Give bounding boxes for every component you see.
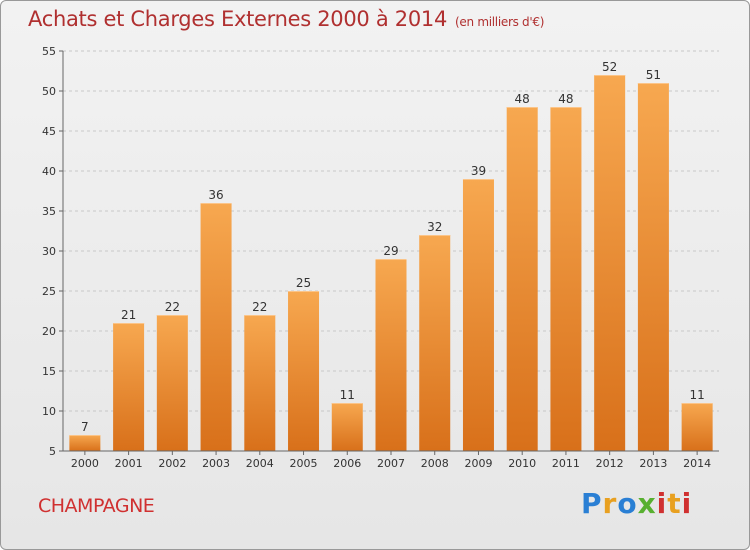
data-label: 21 — [121, 308, 136, 322]
bar-2004 — [244, 315, 276, 451]
x-tick-label: 2008 — [421, 457, 449, 470]
data-label: 22 — [252, 300, 267, 314]
y-tick-label: 5 — [49, 445, 56, 458]
bar-2014 — [681, 403, 713, 451]
x-tick-label: 2010 — [508, 457, 536, 470]
x-tick-label: 2000 — [71, 457, 99, 470]
data-label: 22 — [165, 300, 180, 314]
bar-2012 — [594, 75, 626, 451]
x-tick-label: 2001 — [115, 457, 143, 470]
y-tick-label: 55 — [42, 45, 56, 58]
bar-2011 — [550, 107, 582, 451]
x-tick-label: 2009 — [464, 457, 492, 470]
chart-title: Achats et Charges Externes 2000 à 2014 (e… — [28, 7, 544, 31]
x-tick-label: 2002 — [158, 457, 186, 470]
x-tick-label: 2007 — [377, 457, 405, 470]
proxiti-logo[interactable]: Proxiti — [581, 487, 693, 520]
data-label: 39 — [471, 164, 486, 178]
commune-name: CHAMPAGNE — [38, 495, 155, 517]
data-label: 48 — [515, 92, 530, 106]
x-tick-label: 2014 — [683, 457, 711, 470]
chart-unit: (en milliers d'€) — [455, 15, 545, 29]
bar-2000 — [69, 435, 101, 451]
data-label: 36 — [208, 188, 223, 202]
y-tick-label: 10 — [42, 405, 56, 418]
data-label: 25 — [296, 276, 311, 290]
bar-2001 — [113, 323, 145, 451]
bar-2005 — [288, 291, 320, 451]
data-label: 52 — [602, 60, 617, 74]
data-label: 32 — [427, 220, 442, 234]
x-tick-label: 2012 — [596, 457, 624, 470]
bar-2006 — [331, 403, 363, 451]
data-label: 7 — [81, 420, 89, 434]
data-label: 11 — [340, 388, 355, 402]
bar-2008 — [419, 235, 451, 451]
title-text: Achats et Charges Externes 2000 à 2014 — [28, 7, 448, 31]
y-tick-label: 20 — [42, 325, 56, 338]
bar-2013 — [637, 83, 669, 451]
y-tick-label: 35 — [42, 205, 56, 218]
bar-2007 — [375, 259, 407, 451]
x-tick-label: 2005 — [290, 457, 318, 470]
data-label: 29 — [383, 244, 398, 258]
x-tick-label: 2006 — [333, 457, 361, 470]
x-tick-label: 2011 — [552, 457, 580, 470]
bar-2009 — [462, 179, 494, 451]
y-tick-label: 15 — [42, 365, 56, 378]
bar-2010 — [506, 107, 538, 451]
y-tick-label: 50 — [42, 85, 56, 98]
x-tick-label: 2013 — [639, 457, 667, 470]
y-tick-label: 30 — [42, 245, 56, 258]
data-label: 51 — [646, 68, 661, 82]
bar-2003 — [200, 203, 232, 451]
data-label: 48 — [558, 92, 573, 106]
y-tick-label: 45 — [42, 125, 56, 138]
x-tick-label: 2004 — [246, 457, 274, 470]
y-tick-label: 25 — [42, 285, 56, 298]
bar-2002 — [156, 315, 188, 451]
x-tick-label: 2003 — [202, 457, 230, 470]
y-tick-label: 40 — [42, 165, 56, 178]
data-label: 11 — [689, 388, 704, 402]
